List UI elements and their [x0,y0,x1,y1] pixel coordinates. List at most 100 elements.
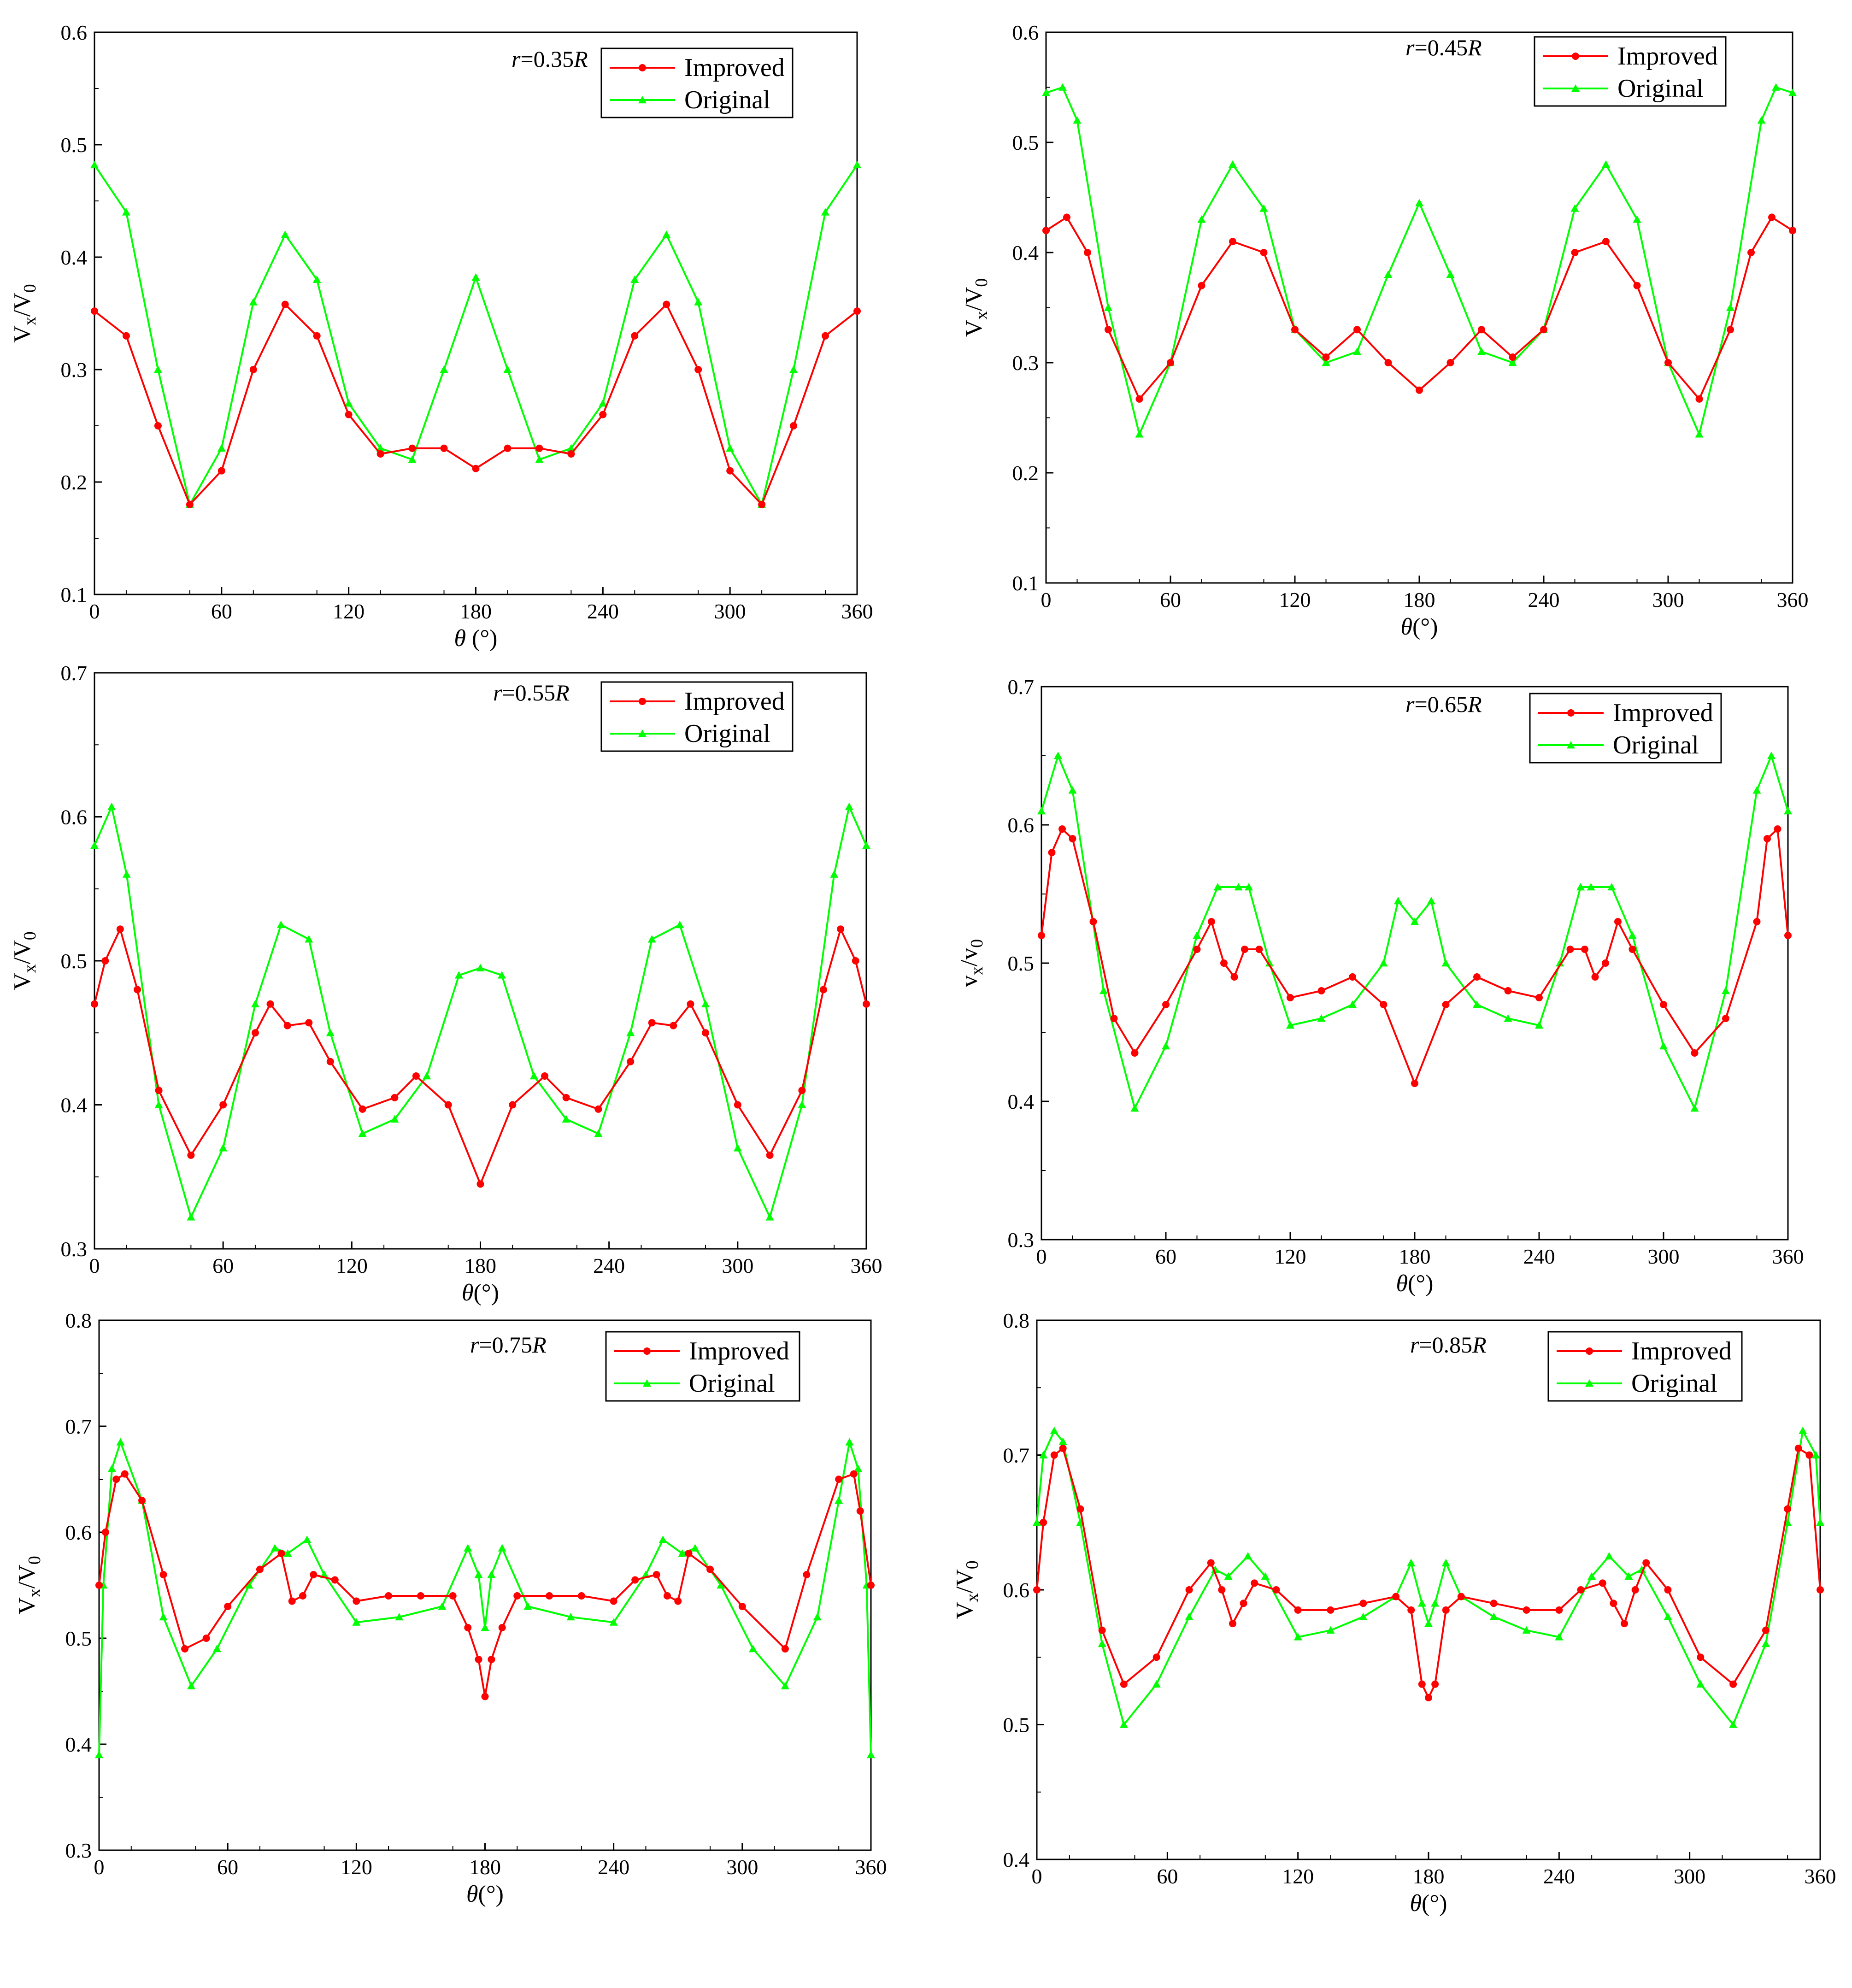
original-marker [1761,1640,1770,1647]
improved-marker [1392,1593,1400,1600]
original-marker [1394,897,1402,905]
original-marker [1659,1042,1668,1050]
improved-marker [1050,1451,1058,1459]
original-marker [464,1544,472,1552]
improved-marker [1229,1620,1236,1628]
annotation-eq: =0.75 [479,1332,532,1358]
panel-annotation: r=0.65R [1405,691,1482,717]
original-marker [1784,807,1792,815]
original-marker [717,1581,725,1589]
original-marker [423,1072,431,1080]
y-tick-label: 0.4 [61,1094,88,1117]
x-tick-label: 120 [1282,1864,1314,1888]
improved-marker [1664,1586,1672,1594]
improved-marker [1291,326,1299,334]
x-tick-label: 240 [587,600,619,623]
improved-marker [359,1105,366,1113]
original-marker [798,1100,806,1108]
original-marker [1535,1021,1543,1029]
improved-marker [112,1476,120,1483]
x-label-theta: θ [1396,1270,1408,1297]
x-label-theta: θ [462,1280,474,1306]
improved-marker [1317,987,1325,994]
improved-marker [283,1022,291,1029]
original-marker [1696,1680,1705,1688]
improved-marker [1621,1620,1628,1628]
improved-marker [631,1576,639,1584]
improved-marker [1577,1586,1585,1594]
y-label-sub: 0 [967,939,987,948]
original-marker [1353,347,1361,355]
improved-marker [1131,1049,1139,1057]
original-marker [1229,160,1237,168]
annotation-var: r [1405,35,1415,60]
improved-marker [1040,1518,1047,1526]
improved-marker [440,444,448,452]
y-axis-label: Vx/V0 [952,1560,982,1619]
y-label-sub: x [967,966,987,975]
y-label-sub: x [20,964,40,973]
y-tick-label: 0.6 [1012,21,1039,44]
improved-marker [1353,326,1361,334]
original-marker [1073,116,1082,124]
original-marker [1039,1451,1048,1459]
improved-marker [1535,994,1543,1001]
x-tick-label: 60 [1160,588,1181,612]
improved-marker [181,1645,189,1653]
improved-marker [1642,1559,1650,1567]
improved-marker [562,1094,570,1101]
original-marker [781,1682,789,1689]
original-marker [1293,1633,1302,1641]
original-marker [1427,897,1435,905]
improved-marker [1076,1505,1084,1513]
improved-marker [1805,1451,1813,1459]
improved-marker [1359,1600,1367,1607]
y-label-sub: 0 [25,1556,44,1565]
improved-marker [488,1656,495,1663]
original-marker [1058,83,1067,91]
annotation-unit: R [573,46,588,72]
original-marker [1767,752,1776,759]
improved-marker [670,1022,677,1029]
improved-marker [1294,1606,1302,1614]
y-label-sub: 0 [972,278,991,287]
original-marker [647,935,656,943]
y-axis-label: Vx/V0 [9,931,40,990]
original-marker [1576,883,1585,891]
y-tick-label: 0.6 [61,21,88,44]
improved-marker [643,1347,651,1355]
x-tick-label: 120 [336,1254,368,1277]
original-marker [854,1465,863,1472]
improved-marker [1794,1444,1802,1452]
original-marker [498,1544,506,1552]
improved-marker [1442,1606,1450,1614]
original-marker [1033,1518,1041,1526]
original-marker [1245,883,1253,891]
improved-marker [1610,1600,1617,1607]
improved-marker [1722,1015,1729,1022]
improved-marker [266,1000,274,1008]
x-label-unit: (°) [474,1280,499,1306]
x-tick-label: 360 [855,1855,887,1879]
improved-series-line [1041,828,1789,1084]
improved-marker [1784,932,1792,939]
improved-marker [385,1592,393,1600]
annotation-unit: R [1467,691,1482,717]
original-marker [813,1613,822,1621]
improved-marker [1349,973,1356,981]
original-marker [1489,1612,1498,1620]
y-label-slash: /V [952,1569,978,1593]
improved-marker [353,1597,360,1605]
x-tick-label: 180 [464,1254,496,1277]
original-marker [789,365,798,373]
x-tick-label: 300 [714,600,746,623]
improved-marker [1208,918,1215,925]
original-marker [1799,1426,1807,1435]
improved-marker [822,332,829,340]
x-label-unit: (°) [1412,614,1438,640]
original-marker [853,160,861,169]
improved-marker [1431,1680,1439,1688]
improved-marker [1089,918,1097,925]
legend-box [1547,1331,1743,1402]
original-marker [1811,1451,1820,1459]
